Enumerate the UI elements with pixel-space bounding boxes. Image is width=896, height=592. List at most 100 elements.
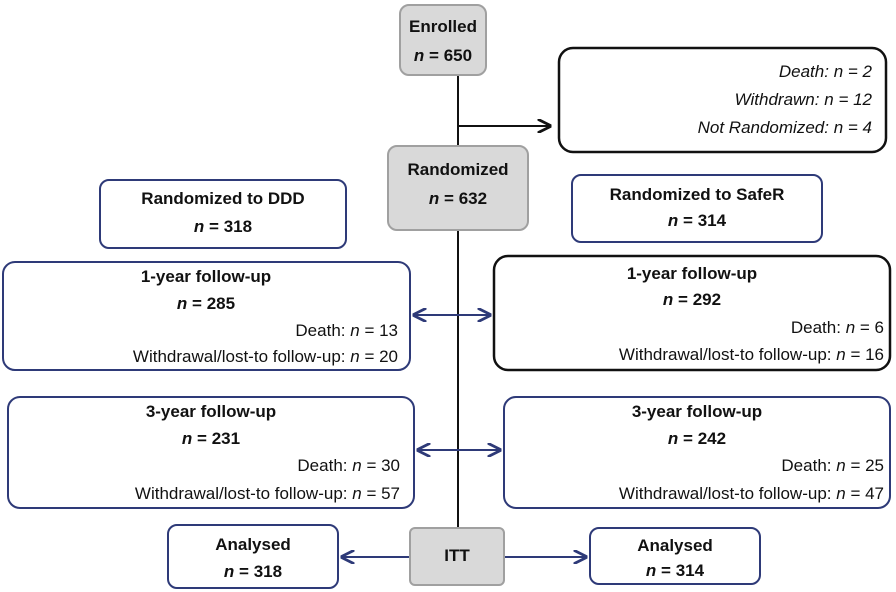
text-part: Randomized: [407, 160, 508, 179]
text-part: n: [668, 429, 678, 448]
box-detail: Not Randomized: n = 4: [698, 118, 872, 137]
texts: Enrolled n = 650 Death: n = 2 Withdrawn: n …: [133, 17, 884, 581]
text-part: n: [352, 456, 361, 475]
text-part: ITT: [444, 546, 470, 565]
text-part: n: [834, 118, 843, 137]
box-title: Randomized to SafeR: [610, 185, 785, 204]
text-part: = 20: [364, 347, 398, 366]
text-part: Analysed: [215, 535, 291, 554]
text-part: = 650: [429, 46, 472, 65]
text-part: = 30: [366, 456, 400, 475]
box-detail: Withdrawn: n = 12: [735, 90, 873, 109]
text-part: n: [350, 347, 359, 366]
text-part: 1-year follow-up: [627, 264, 757, 283]
box-detail: Death: n = 25: [781, 456, 884, 475]
box-count: n = 285: [177, 294, 235, 313]
text-part: = 314: [683, 211, 727, 230]
text-part: Death:: [781, 456, 831, 475]
text-part: = 2: [848, 62, 873, 81]
box-count: n = 314: [646, 561, 705, 580]
text-part: n: [836, 345, 845, 364]
box-detail: Death: n = 2: [779, 62, 873, 81]
text-part: n: [834, 62, 843, 81]
text-part: = 47: [850, 484, 884, 503]
text-part: 3-year follow-up: [632, 402, 762, 421]
text-part: = 285: [192, 294, 235, 313]
box-title: Randomized to DDD: [141, 189, 304, 208]
text-part: = 314: [661, 561, 705, 580]
text-part: n: [182, 429, 192, 448]
text-part: n: [824, 90, 833, 109]
text-part: Death:: [791, 318, 841, 337]
text-part: = 318: [209, 217, 252, 236]
box-title: Enrolled: [409, 17, 477, 36]
itt-label: ITT: [444, 546, 470, 565]
box-detail: Withdrawal/lost-to follow-up: n = 47: [619, 484, 884, 503]
box-title: Analysed: [637, 536, 713, 555]
text-part: Withdrawal/lost-to follow-up:: [619, 484, 832, 503]
text-part: n: [836, 484, 845, 503]
box-detail: Withdrawal/lost-to follow-up: n = 16: [619, 345, 884, 364]
text-part: 1-year follow-up: [141, 267, 271, 286]
box-detail: Death: n = 6: [791, 318, 884, 337]
box-count: n = 632: [429, 189, 487, 208]
text-part: Analysed: [637, 536, 713, 555]
text-part: = 25: [850, 456, 884, 475]
boxes: [2, 4, 892, 589]
text-part: Enrolled: [409, 17, 477, 36]
box-title: 1-year follow-up: [627, 264, 757, 283]
box-detail: Death: n = 30: [297, 456, 400, 475]
box-detail: Death: n = 13: [295, 321, 398, 340]
box-detail: Withdrawal/lost-to follow-up: n = 57: [135, 484, 400, 503]
text-part: Withdrawal/lost-to follow-up:: [619, 345, 832, 364]
text-part: = 632: [444, 189, 487, 208]
text-part: 3-year follow-up: [146, 402, 276, 421]
text-part: = 16: [850, 345, 884, 364]
text-part: Withdrawn:: [735, 90, 820, 109]
text-part: Death:: [779, 62, 829, 81]
text-part: Withdrawal/lost-to follow-up:: [135, 484, 348, 503]
text-part: n: [836, 456, 845, 475]
box-title: Analysed: [215, 535, 291, 554]
box-detail: Withdrawal/lost-to follow-up: n = 20: [133, 347, 398, 366]
box-count: n = 318: [194, 217, 252, 236]
text-part: Not Randomized:: [698, 118, 830, 137]
text-part: Randomized to SafeR: [610, 185, 785, 204]
text-part: n: [177, 294, 187, 313]
text-part: n: [414, 46, 424, 65]
box-count: n = 242: [668, 429, 726, 448]
text-part: Death:: [295, 321, 345, 340]
box-title: 3-year follow-up: [632, 402, 762, 421]
connectors: [342, 75, 586, 557]
text-part: = 57: [366, 484, 400, 503]
text-part: n: [668, 211, 678, 230]
text-part: n: [224, 562, 234, 581]
text-part: = 292: [678, 290, 721, 309]
box-count: n = 650: [414, 46, 472, 65]
text-part: = 318: [239, 562, 282, 581]
text-part: = 13: [364, 321, 398, 340]
box-title: 1-year follow-up: [141, 267, 271, 286]
text-part: Randomized to DDD: [141, 189, 304, 208]
text-part: n: [646, 561, 656, 580]
box-count: n = 231: [182, 429, 240, 448]
text-part: = 231: [197, 429, 240, 448]
text-part: n: [350, 321, 359, 340]
box-count: n = 318: [224, 562, 282, 581]
text-part: = 12: [838, 90, 872, 109]
box-title: 3-year follow-up: [146, 402, 276, 421]
box-count: n = 292: [663, 290, 721, 309]
box-title: Randomized: [407, 160, 508, 179]
text-part: = 4: [848, 118, 872, 137]
text-part: n: [429, 189, 439, 208]
text-part: = 6: [860, 318, 884, 337]
text-part: n: [352, 484, 361, 503]
box-count: n = 314: [668, 211, 727, 230]
text-part: n: [663, 290, 673, 309]
text-part: n: [846, 318, 855, 337]
text-part: Death:: [297, 456, 347, 475]
text-part: = 242: [683, 429, 726, 448]
text-part: n: [194, 217, 204, 236]
text-part: Withdrawal/lost-to follow-up:: [133, 347, 346, 366]
